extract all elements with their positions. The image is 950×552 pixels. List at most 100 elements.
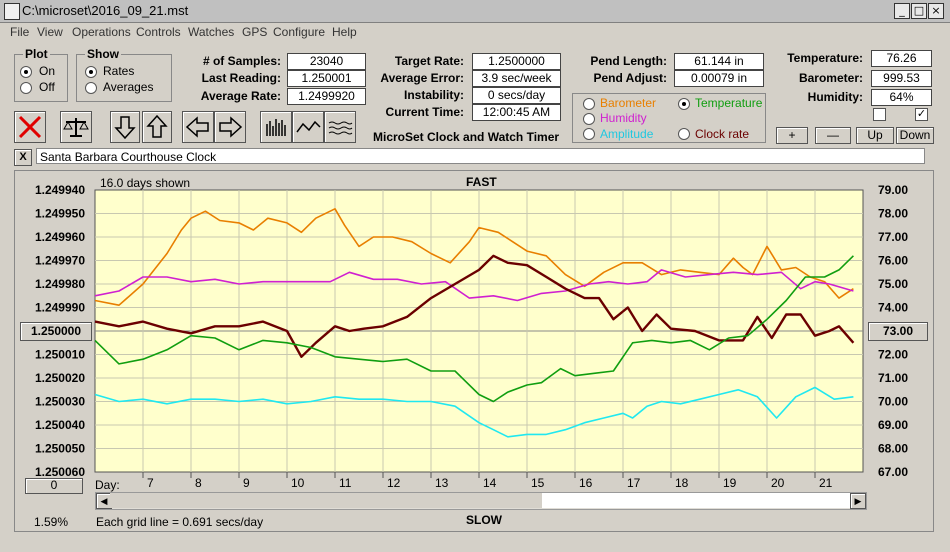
noise-button[interactable] <box>324 111 356 143</box>
rate-down-button[interactable] <box>110 111 140 143</box>
samples-label: # of Samples: <box>202 54 281 68</box>
x-tick-label: 9 <box>243 476 250 490</box>
amplitude-series-line <box>94 386 854 438</box>
plot-on-label: On <box>39 64 56 78</box>
left-tick-label: 1.249990 <box>35 301 85 315</box>
menu-bar: File View Operations Controls Watches GP… <box>0 22 950 42</box>
right-tick-label: 69.00 <box>878 418 908 432</box>
minimize-button[interactable]: _ <box>894 3 910 19</box>
close-window-button[interactable]: × <box>928 3 944 19</box>
center-temp-button[interactable]: 73.00 <box>868 322 928 341</box>
menu-configure[interactable]: Configure <box>273 25 326 39</box>
menu-view[interactable]: View <box>37 25 63 39</box>
window-title: C:\microset\2016_09_21.mst <box>22 3 189 18</box>
arrow-right-icon <box>219 116 243 138</box>
minus-button[interactable]: — <box>815 127 851 144</box>
right-tick-label: 67.00 <box>878 465 908 479</box>
center-rate-button[interactable]: 1.250000 <box>20 322 92 341</box>
clear-clock-button[interactable]: X <box>14 149 32 166</box>
menu-gps[interactable]: GPS <box>242 25 268 39</box>
average-rate-value: 1.2499920 <box>287 88 366 105</box>
barometer-radio[interactable] <box>583 98 595 110</box>
pend-adjust-label: Pend Adjust: <box>593 71 667 85</box>
left-tick-label: 1.250010 <box>35 348 85 362</box>
right-tick-label: 75.00 <box>878 277 908 291</box>
noise-icon <box>328 121 353 135</box>
arrow-left-icon <box>185 116 209 138</box>
samples-value: 23040 <box>287 53 366 70</box>
left-tick-label: 1.250050 <box>35 442 85 456</box>
stop-button[interactable] <box>14 111 46 143</box>
humidity-radio[interactable] <box>583 113 595 125</box>
last-reading-value: 1.250001 <box>287 70 366 87</box>
temperature-checkbox[interactable]: ✓ <box>915 108 928 121</box>
right-tick-label: 76.00 <box>878 254 908 268</box>
average-error-label: Average Error: <box>380 71 464 85</box>
humidity-checkbox[interactable] <box>873 108 886 121</box>
plot-group: Plot On Off <box>14 47 68 102</box>
show-rates-label: Rates <box>103 64 135 78</box>
slow-label: SLOW <box>466 513 502 527</box>
show-group-title: Show <box>85 47 121 61</box>
average-rate-label: Average Rate: <box>200 89 281 103</box>
plus-button[interactable]: + <box>776 127 808 144</box>
clockrate-channel-label: Clock rate <box>695 127 750 141</box>
show-averages-radio[interactable] <box>85 82 97 94</box>
title-bar: C:\microset\2016_09_21.mst _ □ × <box>0 0 950 23</box>
right-tick-label: 68.00 <box>878 442 908 456</box>
left-tick-label: 1.250020 <box>35 371 85 385</box>
menu-controls[interactable]: Controls <box>136 25 181 39</box>
barometer-label: Barometer: <box>798 71 863 85</box>
x-tick-label: 11 <box>339 476 352 490</box>
amplitude-channel-label: Amplitude <box>600 127 654 141</box>
down-button[interactable]: Down <box>896 127 934 144</box>
last-reading-label: Last Reading: <box>201 71 281 85</box>
clockrate-radio[interactable] <box>678 128 690 140</box>
target-rate-label: Target Rate: <box>394 54 464 68</box>
x-tick-label: 17 <box>627 476 641 490</box>
left-scale-button[interactable]: 0 <box>25 478 83 494</box>
humidity-value: 64% <box>871 89 932 106</box>
x-tick-label: 13 <box>435 476 449 490</box>
average-error-value: 3.9 sec/week <box>472 70 561 87</box>
scroll-right-button[interactable] <box>214 111 246 143</box>
maximize-button[interactable]: □ <box>911 3 927 19</box>
pend-length-label: Pend Length: <box>590 54 667 68</box>
plot-off-radio[interactable] <box>20 82 32 94</box>
target-rate-value: 1.2500000 <box>472 53 561 70</box>
scroll-left-button[interactable] <box>182 111 214 143</box>
menu-help[interactable]: Help <box>332 25 357 39</box>
scale-icon <box>63 118 89 137</box>
series-lines <box>94 208 855 438</box>
menu-watches[interactable]: Watches <box>188 25 235 39</box>
show-rates-radio[interactable] <box>85 66 97 78</box>
humidity-series-line <box>94 269 854 302</box>
balance-button[interactable] <box>60 111 92 143</box>
graph-button[interactable] <box>292 111 324 143</box>
left-tick-label: 1.250040 <box>35 418 85 432</box>
menu-file[interactable]: File <box>10 25 30 39</box>
scroll-right-arrow[interactable]: ▶ <box>850 493 866 509</box>
pend-length-value: 61.144 in <box>674 53 764 70</box>
menu-operations[interactable]: Operations <box>72 25 131 39</box>
time-scrollbar[interactable]: ◀ ▶ <box>95 492 867 510</box>
arrow-up-icon <box>146 114 168 138</box>
scrollbar-track[interactable] <box>110 493 542 508</box>
show-averages-label: Averages <box>103 80 154 94</box>
days-shown-label: 16.0 days shown <box>100 176 191 190</box>
x-tick-label: 7 <box>147 476 154 490</box>
scrollbar-thumb[interactable] <box>542 493 850 508</box>
instability-value: 0 secs/day <box>472 87 561 104</box>
histogram-button[interactable] <box>260 111 292 143</box>
clock-name-field[interactable]: Santa Barbara Courthouse Clock <box>36 148 925 164</box>
rate-up-button[interactable] <box>142 111 172 143</box>
plot-on-radio[interactable] <box>20 66 32 78</box>
temperature-value: 76.26 <box>871 50 932 67</box>
fast-label: FAST <box>466 175 497 189</box>
temperature-radio[interactable] <box>678 98 690 110</box>
amplitude-radio[interactable] <box>583 128 595 140</box>
left-tick-label: 1.250060 <box>35 465 85 479</box>
up-button[interactable]: Up <box>856 127 894 144</box>
percent-label: 1.59% <box>34 515 69 529</box>
